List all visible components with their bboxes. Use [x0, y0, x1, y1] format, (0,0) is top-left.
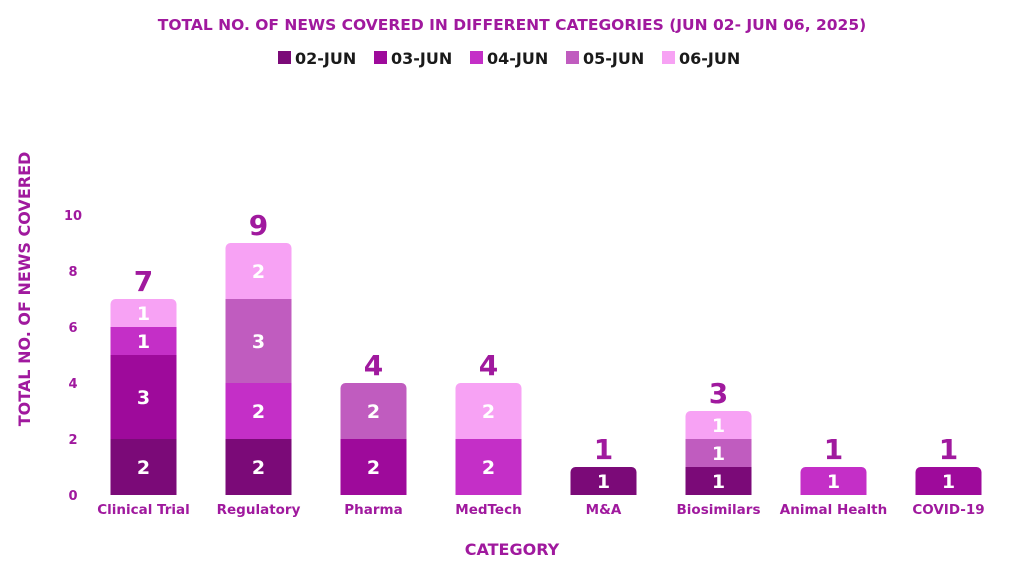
x-tick-label-biosimilars: Biosimilars — [677, 502, 761, 518]
segment-value-label: 1 — [712, 471, 725, 493]
legend: 02-JUN 03-JUN 04-JUN 05-JUN 06-JUN — [278, 49, 740, 68]
x-tick-label-m-a: M&A — [586, 502, 622, 518]
bar-total-label: 3 — [709, 377, 728, 410]
legend-label-06-jun: 06-JUN — [679, 49, 740, 68]
segment-value-label: 2 — [252, 261, 265, 283]
bar-segment — [570, 467, 637, 495]
bar-segment — [110, 299, 177, 327]
segment-value-label: 1 — [712, 443, 725, 465]
legend-swatch-02-jun — [278, 51, 291, 64]
bar-segment — [110, 439, 177, 495]
x-tick-label-clinical-trial: Clinical Trial — [97, 502, 190, 518]
bar-segment — [340, 383, 407, 439]
segment-value-label: 2 — [137, 457, 150, 479]
segment-value-label: 1 — [137, 303, 150, 325]
bar-stack-animal-health: 11 — [800, 433, 867, 495]
chart-title: TOTAL NO. OF NEWS COVERED IN DIFFERENT C… — [158, 16, 866, 34]
bar-total-label: 9 — [249, 209, 268, 242]
segment-value-label: 2 — [367, 401, 380, 423]
legend-label-02-jun: 02-JUN — [295, 49, 356, 68]
y-tick-label: 2 — [68, 433, 77, 448]
bar-total-label: 7 — [134, 265, 153, 298]
bar-stack-m-a: 11 — [570, 433, 637, 495]
bar-stack-clinical-trial: 2 3 1 1 7 — [110, 265, 177, 495]
bar-segment — [340, 439, 407, 495]
x-tick-label-animal-health: Animal Health — [780, 502, 887, 518]
bar-segment — [685, 439, 752, 467]
bar-segment — [225, 383, 292, 439]
bar-stack-biosimilars: 1 1 1 3 — [685, 377, 752, 495]
segment-value-label: 1 — [827, 471, 840, 493]
segment-value-label: 2 — [252, 457, 265, 479]
legend-swatch-06-jun — [662, 51, 675, 64]
legend-label-04-jun: 04-JUN — [487, 49, 548, 68]
segment-value-label: 1 — [942, 471, 955, 493]
y-tick-label: 10 — [64, 209, 82, 224]
y-tick-label: 4 — [68, 377, 77, 392]
x-tick-label-covid-19: COVID-19 — [912, 502, 984, 518]
segment-value-label: 2 — [482, 401, 495, 423]
segment-value-label: 2 — [252, 401, 265, 423]
y-axis-title: TOTAL NO. OF NEWS COVERED — [15, 152, 34, 427]
bar-segment — [455, 383, 522, 439]
x-tick-label-medtech: MedTech — [455, 502, 521, 518]
bar-segment — [685, 411, 752, 439]
legend-swatch-04-jun — [470, 51, 483, 64]
bar-stack-medtech: 2 2 4 — [455, 349, 522, 495]
bar-segment — [225, 299, 292, 383]
bar-segment — [685, 467, 752, 495]
bar-segment — [915, 467, 982, 495]
bar-stack-pharma: 2 2 4 — [340, 349, 407, 495]
bar-segment — [455, 439, 522, 495]
y-tick-label: 0 — [68, 489, 77, 504]
bar-total-label: 4 — [364, 349, 383, 382]
segment-value-label: 1 — [712, 415, 725, 437]
bar-total-label: 1 — [594, 433, 613, 466]
bar-segment — [225, 439, 292, 495]
segment-value-label: 1 — [137, 331, 150, 353]
segment-value-label: 2 — [482, 457, 495, 479]
x-tick-label-regulatory: Regulatory — [217, 502, 301, 518]
legend-swatch-05-jun — [566, 51, 579, 64]
y-tick-label: 6 — [68, 321, 77, 336]
bar-segment — [800, 467, 867, 495]
segment-value-label: 2 — [367, 457, 380, 479]
bar-stack-covid-19: 11 — [915, 433, 982, 495]
bar-stack-regulatory: 2 2 3 2 9 — [225, 209, 292, 495]
y-tick-label: 8 — [68, 265, 77, 280]
x-axis-title: CATEGORY — [465, 540, 560, 559]
x-axis-labels: Clinical Trial Regulatory Pharma MedTech M&A… — [97, 502, 984, 518]
x-tick-label-pharma: Pharma — [344, 502, 402, 518]
legend-label-03-jun: 03-JUN — [391, 49, 452, 68]
bar-segment — [225, 243, 292, 299]
legend-swatch-03-jun — [374, 51, 387, 64]
segment-value-label: 3 — [252, 331, 265, 353]
bar-total-label: 1 — [939, 433, 958, 466]
segment-value-label: 3 — [137, 387, 150, 409]
bar-segment — [110, 355, 177, 439]
bar-total-label: 4 — [479, 349, 498, 382]
legend-label-05-jun: 05-JUN — [583, 49, 644, 68]
y-axis-ticks: 0 2 4 6 8 10 — [64, 209, 82, 504]
segment-value-label: 1 — [597, 471, 610, 493]
bar-segment — [110, 327, 177, 355]
bar-total-label: 1 — [824, 433, 843, 466]
